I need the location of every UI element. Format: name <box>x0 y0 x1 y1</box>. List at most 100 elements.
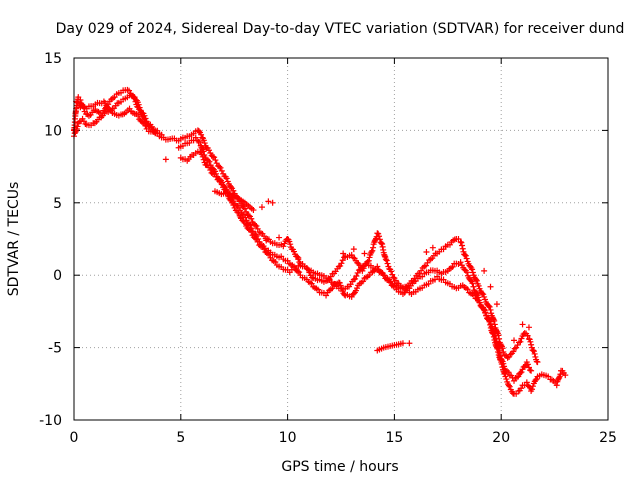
data-point <box>481 306 488 313</box>
x-tick-labels: 0 5 10 15 20 25 <box>70 430 617 446</box>
data-point <box>162 156 169 163</box>
y-tick-label: 5 <box>53 196 62 212</box>
data-point <box>530 347 537 354</box>
data-point <box>491 337 498 344</box>
data-point <box>528 341 535 348</box>
data-point <box>197 138 204 145</box>
data-point <box>376 236 383 243</box>
data-point <box>562 372 569 379</box>
data-point <box>499 364 506 371</box>
data-point <box>235 209 242 216</box>
data-point <box>532 377 539 384</box>
data-point <box>136 104 143 111</box>
data-point <box>527 338 534 345</box>
data-point <box>501 369 508 376</box>
data-point <box>199 145 206 152</box>
data-point <box>359 278 366 285</box>
data-point <box>141 112 148 119</box>
data-point <box>240 218 247 225</box>
data-point <box>378 345 385 352</box>
data-point <box>485 316 492 323</box>
data-point <box>459 245 466 252</box>
data-point <box>200 148 207 155</box>
data-point <box>486 303 493 310</box>
data-point <box>487 306 494 313</box>
data-point <box>75 100 82 107</box>
data-point <box>481 267 488 274</box>
data-point <box>473 295 480 302</box>
data-point <box>442 243 449 250</box>
data-point <box>218 181 225 188</box>
data-point <box>254 238 261 245</box>
data-point <box>355 267 362 274</box>
data-point <box>217 164 224 171</box>
data-point <box>553 382 560 389</box>
data-point <box>487 283 494 290</box>
data-point <box>200 137 207 144</box>
data-point <box>337 262 344 269</box>
data-point <box>294 268 301 275</box>
data-point <box>368 248 375 255</box>
data-point <box>252 235 259 242</box>
data-point <box>323 292 330 299</box>
data-point <box>524 332 531 339</box>
data-point <box>557 371 564 378</box>
data-point <box>254 225 261 232</box>
data-point <box>376 233 383 240</box>
data-point <box>384 260 391 267</box>
data-point <box>492 341 499 348</box>
data-point <box>493 343 500 350</box>
data-point <box>240 198 247 205</box>
data-point <box>473 276 480 283</box>
data-point <box>135 112 142 119</box>
data-point <box>457 259 464 266</box>
data-point <box>295 254 302 261</box>
data-point <box>458 239 465 246</box>
data-point <box>244 221 251 228</box>
data-point <box>248 205 255 212</box>
data-point <box>506 383 513 390</box>
y-tick-label: -5 <box>48 341 62 357</box>
data-point <box>505 382 512 389</box>
data-point <box>206 158 213 165</box>
data-point <box>388 268 395 275</box>
data-point <box>517 338 524 345</box>
data-point <box>352 275 359 282</box>
x-tick-label: 0 <box>70 430 79 446</box>
data-point <box>253 222 260 229</box>
data-point <box>383 257 390 264</box>
data-point <box>523 379 530 386</box>
data-point <box>479 290 486 297</box>
data-point <box>369 247 376 254</box>
data-point <box>340 250 347 257</box>
data-point <box>338 260 345 267</box>
data-point <box>423 249 430 256</box>
data-point <box>503 376 510 383</box>
data-point <box>211 154 218 161</box>
y-tick-label: 0 <box>53 268 62 284</box>
data-point <box>152 130 159 137</box>
data-point <box>463 255 470 262</box>
data-point <box>528 367 535 374</box>
data-point <box>406 340 413 347</box>
x-tick-label: 15 <box>385 430 403 446</box>
data-point <box>461 251 468 258</box>
data-point <box>494 345 501 352</box>
data-point <box>469 266 476 273</box>
data-point <box>491 317 498 324</box>
data-point <box>227 183 234 190</box>
data-point <box>199 153 206 160</box>
data-point <box>462 252 469 259</box>
data-point <box>500 348 507 355</box>
data-point <box>475 282 482 289</box>
data-point <box>525 324 532 331</box>
data-point <box>361 250 368 257</box>
y-tick-label: -10 <box>39 413 62 429</box>
x-tick-label: 10 <box>279 430 297 446</box>
data-point <box>216 163 223 170</box>
data-point <box>384 343 391 350</box>
data-point <box>158 131 165 138</box>
data-point <box>389 271 396 278</box>
data-point <box>72 129 79 136</box>
